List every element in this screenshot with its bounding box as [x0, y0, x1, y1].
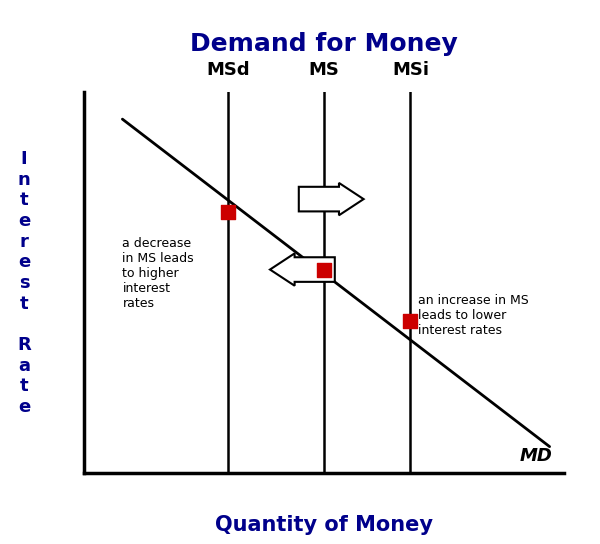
- Text: r: r: [20, 232, 28, 251]
- Text: an increase in MS
leads to lower
interest rates: an increase in MS leads to lower interes…: [418, 294, 529, 337]
- Text: MD: MD: [519, 447, 552, 465]
- Text: t: t: [20, 191, 28, 209]
- Polygon shape: [270, 254, 335, 286]
- Text: e: e: [18, 398, 30, 416]
- Polygon shape: [299, 183, 364, 215]
- Text: I: I: [20, 150, 28, 168]
- Text: Quantity of Money: Quantity of Money: [215, 515, 433, 535]
- Text: R: R: [17, 336, 31, 354]
- Text: MS: MS: [308, 61, 340, 79]
- Text: t: t: [20, 294, 28, 313]
- Text: a decrease
in MS leads
to higher
interest
rates: a decrease in MS leads to higher interes…: [122, 237, 194, 310]
- Text: n: n: [17, 170, 31, 189]
- Point: [406, 317, 415, 325]
- Text: e: e: [18, 212, 30, 230]
- Text: s: s: [19, 274, 29, 292]
- Point: [319, 265, 329, 274]
- Text: e: e: [18, 253, 30, 271]
- Text: a: a: [18, 356, 30, 375]
- Text: MSi: MSi: [392, 61, 429, 79]
- Point: [223, 208, 233, 217]
- Text: MSd: MSd: [206, 61, 250, 79]
- Title: Demand for Money: Demand for Money: [190, 32, 458, 56]
- Text: t: t: [20, 377, 28, 395]
